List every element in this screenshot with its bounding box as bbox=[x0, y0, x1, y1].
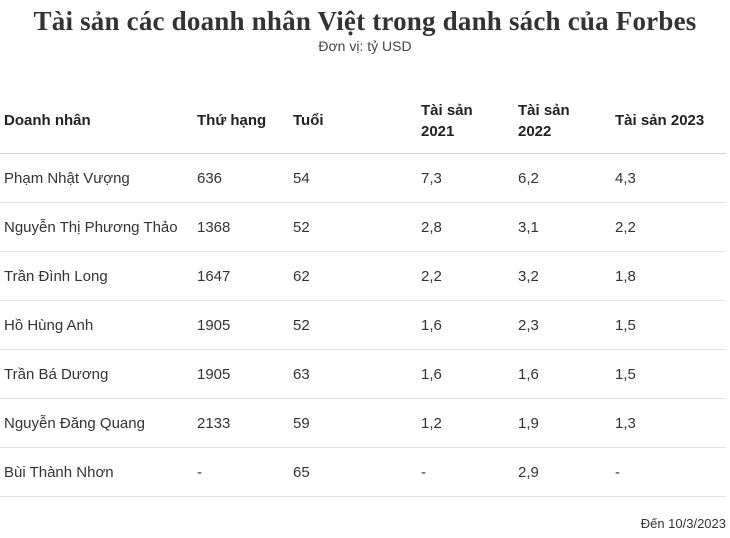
cell-rank: 1647 bbox=[193, 251, 289, 301]
cell-assets-2021: 1,2 bbox=[417, 398, 514, 448]
cell-assets-2023: 1,3 bbox=[611, 398, 726, 448]
cell-name: Nguyễn Thị Phương Thảo bbox=[0, 202, 193, 252]
cell-age: 62 bbox=[289, 251, 417, 301]
cell-assets-2023: - bbox=[611, 447, 726, 497]
column-header-assets-2023: Tài sản 2023 bbox=[611, 88, 726, 154]
cell-assets-2021: 2,8 bbox=[417, 202, 514, 252]
cell-rank: 636 bbox=[193, 153, 289, 203]
column-header-assets-2022: Tài sản 2022 bbox=[514, 88, 611, 154]
column-header-age: Tuổi bbox=[289, 88, 417, 154]
cell-age: 54 bbox=[289, 153, 417, 203]
table-row: Phạm Nhật Vượng 636 54 7,3 6,2 4,3 bbox=[0, 153, 726, 203]
forbes-table: Doanh nhân Thứ hạng Tuổi Tài sản 2021 Tà… bbox=[0, 88, 726, 497]
chart-subtitle: Đơn vị: tỷ USD bbox=[318, 38, 412, 54]
cell-assets-2023: 1,5 bbox=[611, 349, 726, 399]
table-row: Trần Đình Long 1647 62 2,2 3,2 1,8 bbox=[0, 251, 726, 301]
cell-name: Hồ Hùng Anh bbox=[0, 300, 193, 350]
cell-name: Trần Đình Long bbox=[0, 251, 193, 301]
cell-assets-2021: 1,6 bbox=[417, 300, 514, 350]
cell-rank: 1905 bbox=[193, 300, 289, 350]
cell-assets-2021: 1,6 bbox=[417, 349, 514, 399]
cell-age: 63 bbox=[289, 349, 417, 399]
chart-title: Tài sản các doanh nhân Việt trong danh s… bbox=[33, 6, 697, 36]
cell-assets-2022: 6,2 bbox=[514, 153, 611, 203]
column-header-assets-2021: Tài sản 2021 bbox=[417, 88, 514, 154]
table-row: Trần Bá Dương 1905 63 1,6 1,6 1,5 bbox=[0, 349, 726, 399]
cell-assets-2023: 1,5 bbox=[611, 300, 726, 350]
cell-assets-2022: 3,1 bbox=[514, 202, 611, 252]
cell-assets-2023: 2,2 bbox=[611, 202, 726, 252]
column-header-rank: Thứ hạng bbox=[193, 88, 289, 154]
column-header-name: Doanh nhân bbox=[0, 88, 193, 154]
cell-age: 52 bbox=[289, 202, 417, 252]
table-body: Phạm Nhật Vượng 636 54 7,3 6,2 4,3 Nguyễn Thị … bbox=[0, 153, 726, 497]
table-row: Nguyễn Đăng Quang 2133 59 1,2 1,9 1,3 bbox=[0, 398, 726, 448]
cell-rank: 1905 bbox=[193, 349, 289, 399]
footnote: Đến 10/3/2023 bbox=[640, 516, 726, 531]
cell-assets-2023: 1,8 bbox=[611, 251, 726, 301]
table-row: Bùi Thành Nhơn -65-2,9- bbox=[0, 447, 726, 497]
cell-age: 52 bbox=[289, 300, 417, 350]
cell-assets-2021: 7,3 bbox=[417, 153, 514, 203]
cell-rank: 2133 bbox=[193, 398, 289, 448]
table-row: Hồ Hùng Anh 1905 52 1,6 2,3 1,5 bbox=[0, 300, 726, 350]
cell-name: Bùi Thành Nhơn bbox=[0, 447, 193, 497]
cell-age: 59 bbox=[289, 398, 417, 448]
cell-rank: 1368 bbox=[193, 202, 289, 252]
cell-name: Phạm Nhật Vượng bbox=[0, 153, 193, 203]
cell-assets-2022: 3,2 bbox=[514, 251, 611, 301]
cell-name: Nguyễn Đăng Quang bbox=[0, 398, 193, 448]
cell-assets-2021: - bbox=[417, 447, 514, 497]
cell-assets-2022: 2,9 bbox=[514, 447, 611, 497]
table-header-row: Doanh nhân Thứ hạng Tuổi Tài sản 2021 Tà… bbox=[0, 88, 726, 154]
cell-rank: - bbox=[193, 447, 289, 497]
cell-assets-2022: 1,6 bbox=[514, 349, 611, 399]
cell-assets-2022: 1,9 bbox=[514, 398, 611, 448]
cell-name: Trần Bá Dương bbox=[0, 349, 193, 399]
cell-assets-2021: 2,2 bbox=[417, 251, 514, 301]
cell-age: 65 bbox=[289, 447, 417, 497]
table-row: Nguyễn Thị Phương Thảo 1368 52 2,8 3,1 2,2 bbox=[0, 202, 726, 252]
cell-assets-2022: 2,3 bbox=[514, 300, 611, 350]
cell-assets-2023: 4,3 bbox=[611, 153, 726, 203]
